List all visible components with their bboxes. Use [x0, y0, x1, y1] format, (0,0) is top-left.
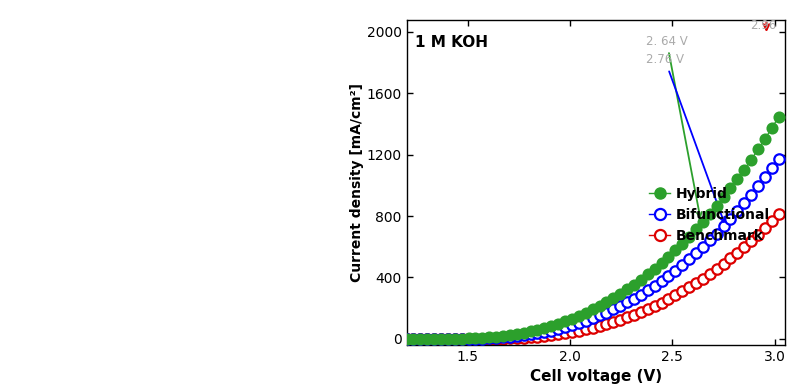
X-axis label: Cell voltage (V): Cell voltage (V) [530, 369, 662, 385]
Text: 2.96: 2.96 [750, 19, 776, 32]
Legend: Hybrid, Bifunctional, Benchmark: Hybrid, Bifunctional, Benchmark [646, 183, 774, 247]
Text: 2. 64 V: 2. 64 V [646, 34, 702, 217]
Text: 1 M KOH: 1 M KOH [415, 35, 488, 50]
Text: 2.76 V: 2.76 V [646, 53, 724, 222]
Y-axis label: Current density [mA/cm²]: Current density [mA/cm²] [349, 83, 364, 282]
